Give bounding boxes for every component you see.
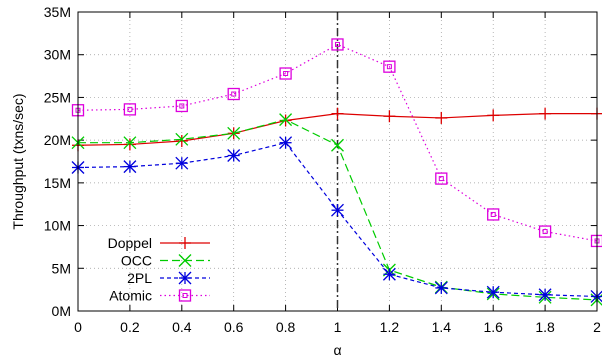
occ-point bbox=[331, 138, 344, 152]
x-axis-ticks: 0 0.2 0.4 0.6 0.8 1 1.2 1.4 1.6 1.8 2 bbox=[74, 12, 601, 335]
y-tick-label: 35M bbox=[44, 4, 71, 20]
atomic-point bbox=[487, 208, 500, 221]
y-axis-label: Throughput (txns/sec) bbox=[10, 93, 26, 229]
y-tick-label: 10M bbox=[44, 218, 71, 234]
legend-swatch-marker bbox=[179, 237, 191, 249]
atomic-point bbox=[227, 87, 240, 101]
doppel-point bbox=[123, 138, 136, 151]
legend-label: Doppel bbox=[108, 235, 152, 251]
legend-swatch-marker bbox=[178, 254, 192, 267]
doppel-point bbox=[331, 107, 344, 120]
doppel-point bbox=[435, 111, 448, 124]
legend-item-atomic: Atomic bbox=[109, 288, 210, 304]
plot-frame bbox=[77, 11, 598, 312]
legend-item-doppel: Doppel bbox=[108, 235, 210, 251]
series-2pl bbox=[71, 136, 602, 303]
legend-item-2pl: 2PL bbox=[127, 270, 210, 286]
occ-point bbox=[279, 113, 293, 127]
doppel-point bbox=[487, 109, 500, 122]
y-axis-ticks: 0M 5M 10M 15M 20M 25M 30M 35M bbox=[44, 4, 597, 319]
doppel-point bbox=[383, 110, 396, 123]
occ-point bbox=[123, 136, 137, 150]
2pl-point bbox=[123, 160, 137, 174]
legend-label: Atomic bbox=[109, 288, 152, 304]
atomic-point bbox=[331, 38, 344, 51]
x-tick-label: 0 bbox=[74, 319, 82, 335]
y-tick-label: 30M bbox=[44, 47, 71, 63]
x-tick-label: 1.4 bbox=[432, 319, 452, 335]
2pl-point bbox=[331, 203, 344, 217]
occ-point bbox=[175, 132, 189, 146]
legend-label: OCC bbox=[121, 253, 152, 269]
2pl-point bbox=[434, 281, 448, 295]
x-tick-label: 1 bbox=[334, 319, 342, 335]
atomic-point bbox=[435, 172, 448, 185]
atomic-point bbox=[279, 67, 292, 80]
2pl-point bbox=[175, 156, 189, 170]
x-tick-label: 0.4 bbox=[172, 319, 192, 335]
2pl-point bbox=[227, 149, 241, 162]
occ-point bbox=[227, 126, 241, 140]
atomic-point bbox=[538, 225, 552, 238]
2pl-point bbox=[382, 267, 396, 281]
legend-item-occ: OCC bbox=[121, 253, 210, 269]
doppel-point bbox=[175, 134, 188, 147]
x-tick-label: 0.8 bbox=[276, 319, 296, 335]
atomic-line bbox=[77, 43, 598, 242]
y-tick-label: 0M bbox=[52, 303, 71, 319]
doppel-point bbox=[539, 107, 552, 120]
legend-swatch-marker bbox=[178, 271, 192, 285]
legend-label: 2PL bbox=[127, 270, 152, 286]
grid-lines bbox=[78, 12, 597, 311]
y-tick-label: 25M bbox=[44, 89, 71, 105]
2pl-point bbox=[538, 288, 552, 302]
atomic-point bbox=[383, 60, 396, 73]
legend-swatch-marker bbox=[178, 289, 192, 302]
atomic-point bbox=[175, 99, 188, 113]
x-tick-label: 1.8 bbox=[535, 319, 555, 335]
x-tick-label: 0.6 bbox=[224, 319, 244, 335]
y-tick-label: 20M bbox=[44, 132, 71, 148]
y-tick-label: 5M bbox=[52, 260, 71, 276]
2pl-point bbox=[279, 136, 293, 150]
2pl-point bbox=[486, 285, 500, 299]
atomic-point bbox=[123, 103, 137, 116]
y-tick-label: 15M bbox=[44, 175, 71, 191]
x-tick-label: 1.2 bbox=[380, 319, 400, 335]
x-axis-label: α bbox=[333, 342, 341, 358]
x-tick-label: 1.6 bbox=[483, 319, 503, 335]
x-tick-label: 0.2 bbox=[120, 319, 140, 335]
series-layer bbox=[71, 38, 602, 307]
x-tick-label: 2 bbox=[593, 319, 601, 335]
